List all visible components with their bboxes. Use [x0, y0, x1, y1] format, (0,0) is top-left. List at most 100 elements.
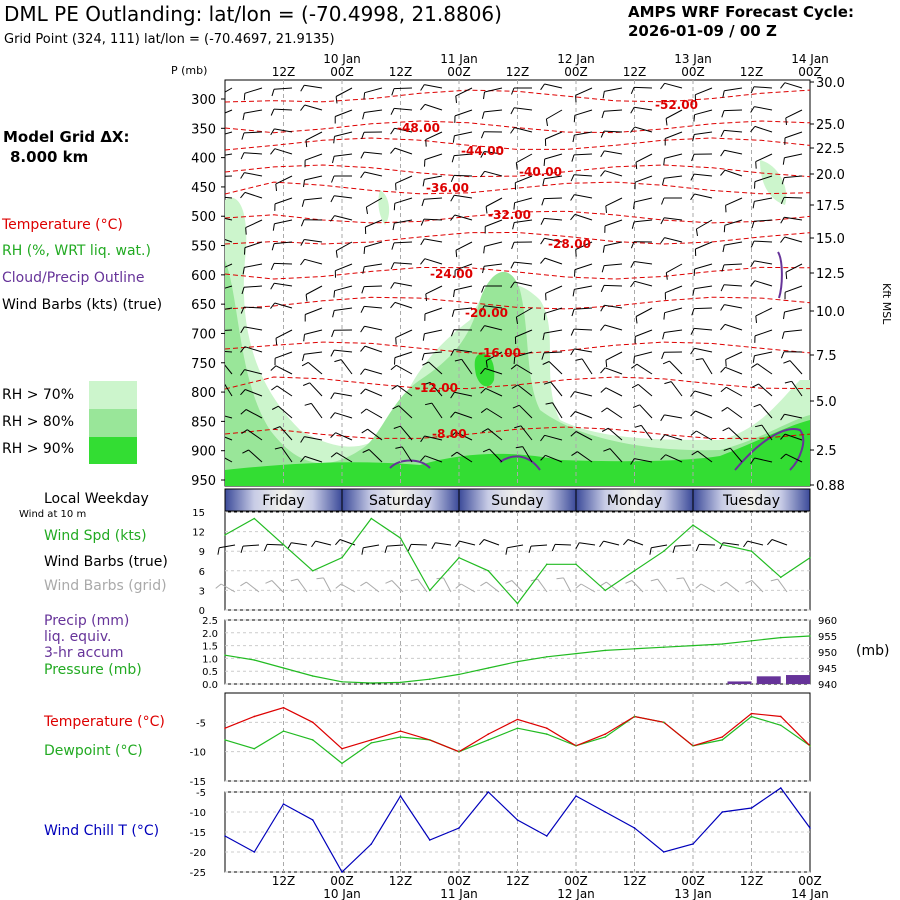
xs-wind-barb — [366, 197, 383, 208]
temperature-point — [516, 718, 519, 721]
xs-wind-barb-flag — [570, 391, 575, 398]
xs-wind-barb — [634, 197, 653, 203]
xs-wind-barb-flag — [510, 364, 517, 370]
xs-wind-barb — [785, 453, 803, 463]
xs-wind-barb-flag — [330, 412, 336, 419]
xs-wind-barb — [454, 263, 473, 271]
xs-wind-barb-flag — [391, 384, 398, 390]
xs-wind-barb-flag — [421, 353, 425, 361]
xs-wind-barb-flag — [241, 429, 248, 435]
xs-wind-barb — [304, 104, 323, 111]
xs-wind-barb-flag — [271, 405, 279, 410]
xs-wind-barb-flag — [240, 389, 246, 396]
xs-wind-barb — [334, 392, 353, 397]
xs-wind-barb-flag — [485, 206, 488, 214]
pressure-tick-label: 940 — [818, 680, 837, 691]
xs-wind-barb — [634, 106, 653, 111]
xs-wind-barb-flag — [720, 386, 727, 393]
precip-tick-label: 2.0 — [202, 629, 218, 640]
wind-speed-series — [224, 517, 811, 605]
xs-wind-barb-flag — [753, 403, 761, 408]
xs-wind-barb — [304, 153, 323, 161]
xs-wind-barb-flag — [481, 111, 485, 119]
temperature-point — [399, 730, 402, 732]
xs-wind-barb-flag — [360, 368, 366, 375]
xs-wind-barb-flag — [662, 178, 665, 186]
wind-speed-point — [253, 517, 256, 520]
xs-wind-barb-flag — [330, 432, 336, 438]
xs-wind-barb-flag — [540, 257, 546, 264]
xs-wind-barb — [604, 150, 623, 155]
xs-wind-barb — [516, 307, 533, 318]
xs-wind-barb — [486, 408, 503, 419]
xs-wind-barb — [364, 171, 383, 177]
p-axis-label: P (mb) — [171, 64, 207, 77]
xs-wind-barb — [305, 131, 323, 141]
xs-wind-barb — [784, 175, 803, 179]
wind-tick-label: 3 — [199, 586, 205, 597]
xs-wind-barb-flag — [333, 136, 335, 144]
xs-wind-barb-flag — [660, 434, 666, 441]
temperature-point — [487, 733, 490, 735]
xs-wind-barb — [278, 405, 293, 419]
xs-wind-barb-flag — [570, 411, 576, 418]
xs-wind-barb-flag — [540, 83, 545, 91]
xs-wind-barb-flag — [752, 355, 755, 363]
dewpoint-point — [779, 724, 782, 727]
weekday-label: Tuesday — [722, 493, 780, 509]
xs-wind-barb — [394, 147, 413, 155]
xs-wind-barb-flag — [752, 201, 755, 209]
xs-wind-barb-flag — [450, 349, 455, 356]
xs-wind-barb-flag — [780, 351, 785, 359]
wind-chill-point — [311, 819, 314, 821]
xs-wind-barb-flag — [274, 446, 282, 450]
xs-wind-barb-flag — [362, 449, 370, 453]
xs-wind-barb-flag — [360, 306, 365, 313]
xs-wind-barb — [394, 219, 413, 224]
xs-wind-barb-flag — [600, 324, 606, 331]
xs-wind-barb-flag — [660, 237, 665, 244]
xs-wind-barb-flag — [660, 83, 666, 90]
xs-wind-barb-flag — [720, 324, 726, 331]
xs-wind-barb — [273, 87, 293, 90]
xs-wind-barb — [757, 363, 773, 375]
xs-wind-barb — [515, 175, 533, 184]
xs-wind-barb-flag — [692, 288, 695, 296]
wind-chill-tick-label: -20 — [190, 848, 206, 859]
wind-speed-point — [341, 556, 343, 559]
xs-wind-barb — [364, 263, 383, 268]
rh70-upper-right — [760, 160, 787, 205]
xs-wind-barb-flag — [330, 392, 335, 400]
xs-wind-barb-flag — [602, 91, 605, 99]
xs-wind-barb-flag — [482, 448, 490, 453]
wind-chill-point — [253, 851, 256, 853]
wind-chill-point — [692, 843, 694, 845]
temperature-point — [224, 727, 226, 729]
temperature-contour — [225, 210, 810, 224]
bottom-hour-label: 12Z — [623, 874, 647, 888]
xs-wind-barb — [244, 172, 263, 177]
true-wind-barb — [530, 544, 548, 547]
xs-wind-barb — [694, 285, 713, 290]
xs-wind-barb-flag — [272, 223, 275, 231]
xs-wind-barb — [634, 261, 653, 265]
xs-wind-barb-flag — [755, 315, 757, 323]
xs-wind-barb — [274, 351, 293, 359]
xs-wind-barb-flag — [362, 266, 365, 274]
xs-wind-barb-flag — [570, 328, 575, 336]
xs-wind-barb-flag — [722, 427, 730, 432]
temperature-contour-label: -28.00 — [548, 237, 591, 251]
xs-wind-barb — [334, 195, 353, 199]
xs-wind-barb-flag — [691, 154, 695, 162]
rh80-swatch — [89, 409, 137, 437]
true-wind-barb-flag — [311, 540, 316, 548]
pressure-label: Pressure (mb) — [44, 662, 142, 678]
xs-wind-barb — [754, 106, 773, 111]
xs-wind-barb — [310, 403, 323, 419]
xs-wind-barb-flag — [571, 451, 578, 457]
xs-wind-barb — [484, 151, 503, 155]
xs-wind-barb — [485, 219, 503, 227]
xs-wind-barb-flag — [304, 402, 312, 406]
grid-wind-barb — [580, 583, 596, 593]
grid-wind-barb — [726, 581, 740, 593]
